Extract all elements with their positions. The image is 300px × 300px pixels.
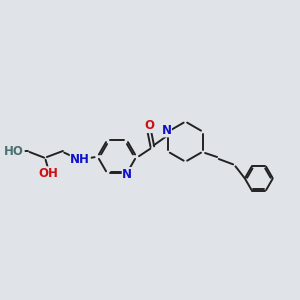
Text: HO: HO	[4, 145, 24, 158]
Text: OH: OH	[38, 167, 58, 180]
Text: N: N	[122, 168, 132, 181]
Text: O: O	[144, 119, 154, 133]
Text: NH: NH	[70, 153, 90, 166]
Text: N: N	[161, 124, 171, 137]
